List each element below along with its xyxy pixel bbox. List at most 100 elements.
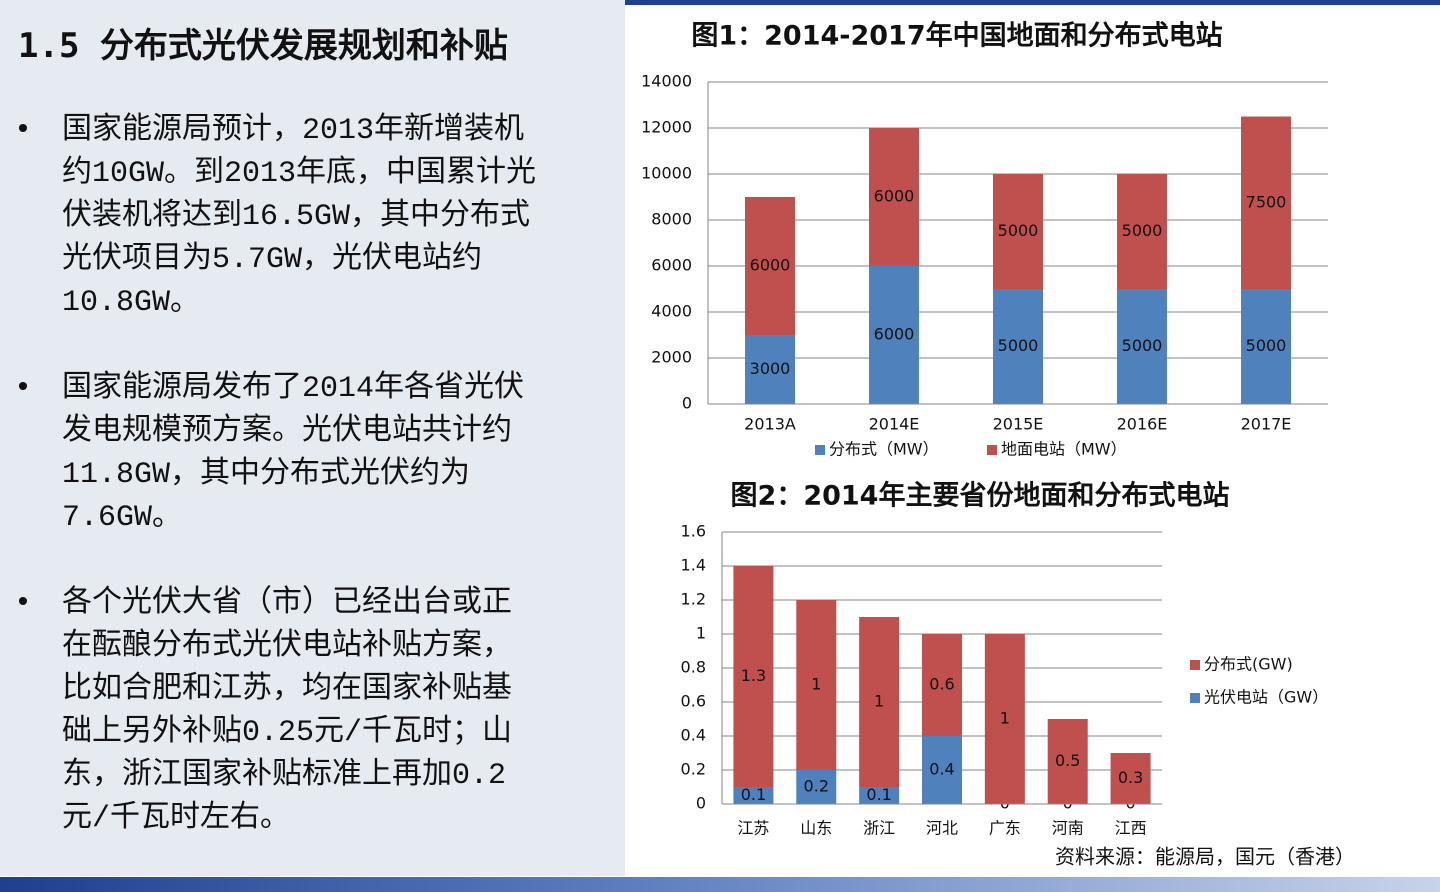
data-label: 5000 — [1122, 221, 1163, 240]
y-tick-label: 0.2 — [681, 760, 706, 779]
data-label: 7500 — [1246, 192, 1287, 211]
x-tick-label: 2016E — [1117, 415, 1168, 434]
bar-segment — [1110, 753, 1151, 804]
y-tick-label: 0 — [696, 794, 706, 813]
data-label: 1 — [811, 675, 821, 694]
data-label: 0.4 — [929, 760, 954, 779]
data-label: 0.1 — [741, 785, 766, 804]
legend-label: 分布式（MW） — [829, 440, 939, 459]
bar-segment — [1117, 174, 1167, 289]
bullet-line: 国家能源局预计，2013年新增装机 — [62, 114, 525, 148]
x-tick-label: 江苏 — [737, 819, 769, 838]
data-label: 5000 — [1122, 336, 1163, 355]
y-tick-label: 0.4 — [681, 726, 706, 745]
x-tick-label: 2017E — [1241, 415, 1292, 434]
bullet-line: 约10GW。到2013年底，中国累计光 — [62, 157, 537, 191]
top-bar — [625, 0, 1440, 5]
y-tick-label: 1.6 — [681, 522, 706, 541]
bullet: • 各个光伏大省（市）已经出台或正 在酝酿分布式光伏电站补贴方案， 比如合肥和江苏，均… — [14, 583, 512, 841]
data-label: 5000 — [998, 336, 1039, 355]
legend-swatch — [1190, 660, 1200, 670]
bullet-line: 发电规模预方案。光伏电站共计约 — [62, 415, 512, 449]
bar-segment — [922, 634, 962, 736]
y-tick-label: 1 — [696, 624, 706, 643]
bullet: • 国家能源局预计，2013年新增装机 约10GW。到2013年底，中国累计光 伏装机… — [14, 110, 536, 325]
bullet-dot: • — [14, 587, 33, 621]
bar-segment — [984, 634, 1025, 804]
x-tick-label: 山东 — [800, 819, 832, 838]
legend-label: 光伏电站（GW） — [1204, 688, 1328, 707]
bar-segment — [1117, 289, 1167, 404]
bar-segment — [745, 335, 795, 404]
x-tick-label: 江西 — [1115, 819, 1147, 838]
bar-segment — [1047, 719, 1088, 804]
chart-title: 图1：2014-2017年中国地面和分布式电站 — [691, 20, 1222, 52]
bar-segment — [869, 266, 919, 404]
bar-segment — [859, 787, 900, 804]
x-tick-label: 2013A — [744, 415, 796, 434]
bullet-line: 在酝酿分布式光伏电站补贴方案， — [62, 630, 512, 664]
legend-label: 分布式(GW) — [1204, 655, 1293, 674]
bar-segment — [796, 600, 837, 770]
bullet-line: 各个光伏大省（市）已经出台或正 — [62, 587, 512, 621]
bullet-line: 10.8GW。 — [62, 286, 201, 320]
bar-segment — [745, 197, 795, 335]
bar-segment — [922, 736, 962, 804]
bar-segment — [1241, 289, 1291, 404]
chart-title: 图2：2014年主要省份地面和分布式电站 — [731, 480, 1230, 512]
bullet-line: 7.6GW。 — [62, 501, 183, 535]
bullet-dot: • — [14, 114, 33, 148]
data-label: 0.3 — [1118, 768, 1143, 787]
bullet-line: 础上另外补贴0.25元/千瓦时；山 — [62, 716, 513, 750]
bar-segment — [733, 566, 774, 787]
legend-label: 地面电站（MW） — [1001, 440, 1127, 459]
y-tick-label: 10000 — [641, 164, 692, 183]
y-tick-label: 2000 — [651, 348, 692, 367]
legend-swatch — [1190, 693, 1200, 703]
y-tick-label: 0.8 — [681, 658, 706, 677]
y-tick-label: 14000 — [641, 72, 692, 91]
bar-segment — [733, 787, 774, 804]
bullet-line: 元/千瓦时左右。 — [62, 802, 291, 836]
slide-title: 1.5 分布式光伏发展规划和补贴 — [18, 26, 508, 66]
x-tick-label: 2015E — [993, 415, 1044, 434]
x-tick-label: 河南 — [1052, 819, 1084, 838]
data-label: 0.2 — [804, 777, 829, 796]
x-tick-label: 河北 — [926, 819, 958, 838]
data-label: 1.3 — [741, 666, 766, 685]
bullet-line: 光伏项目为5.7GW，光伏电站约 — [62, 243, 483, 277]
x-tick-label: 浙江 — [863, 819, 895, 838]
y-tick-label: 0.6 — [681, 692, 706, 711]
y-tick-label: 1.2 — [681, 590, 706, 609]
data-label: 5000 — [998, 221, 1039, 240]
data-label: 6000 — [874, 325, 915, 344]
x-tick-label: 2014E — [869, 415, 920, 434]
data-label: 1 — [1000, 709, 1010, 728]
bullet-line: 比如合肥和江苏，均在国家补贴基 — [62, 673, 512, 707]
bottom-bar — [0, 877, 1440, 892]
bullet: • 国家能源局发布了2014年各省光伏 发电规模预方案。光伏电站共计约 11.8GW，… — [14, 368, 524, 540]
bar-segment — [796, 770, 837, 804]
bullet-dot: • — [14, 372, 33, 406]
data-label: 3000 — [750, 359, 791, 378]
data-label: 0.6 — [929, 675, 954, 694]
source-note: 资料来源：能源局，国元（香港） — [1055, 845, 1355, 869]
data-label: 1 — [874, 692, 884, 711]
y-tick-label: 6000 — [651, 256, 692, 275]
y-tick-label: 1.4 — [681, 556, 706, 575]
legend-swatch — [815, 445, 825, 455]
bar-segment — [993, 289, 1043, 404]
bullet-line: 伏装机将达到16.5GW，其中分布式 — [62, 200, 531, 234]
data-label: 0.5 — [1055, 751, 1080, 770]
bar-segment — [869, 128, 919, 266]
y-tick-label: 0 — [682, 394, 692, 413]
bullet-line: 东，浙江国家补贴标准上再加0.2 — [62, 759, 507, 793]
bullet-line: 国家能源局发布了2014年各省光伏 — [62, 372, 525, 406]
legend-swatch — [987, 445, 997, 455]
y-tick-label: 8000 — [651, 210, 692, 229]
y-tick-label: 4000 — [651, 302, 692, 321]
y-tick-label: 12000 — [641, 118, 692, 137]
data-label: 5000 — [1246, 336, 1287, 355]
